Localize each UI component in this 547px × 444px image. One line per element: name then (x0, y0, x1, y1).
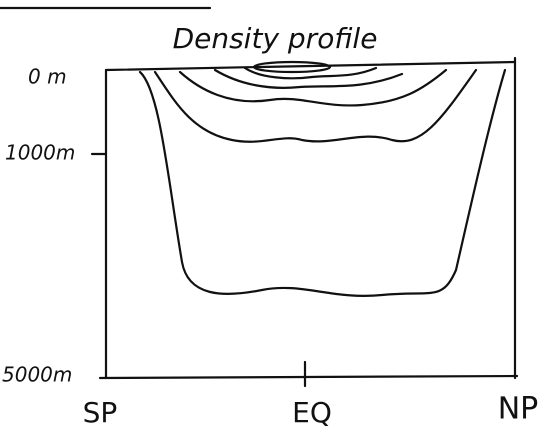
contour-line (138, 68, 507, 297)
contour-line (243, 66, 378, 80)
latitude-label: NP (498, 392, 539, 427)
contour-line (153, 68, 478, 143)
depth-label: 5000m (2, 363, 72, 387)
contour-line (213, 68, 404, 89)
contour-line (178, 68, 448, 107)
frame (90, 56, 519, 388)
frame-top (104, 60, 517, 72)
depth-label: 1000m (5, 141, 75, 165)
latitude-label: EQ (292, 396, 332, 429)
title: Density profile (173, 22, 378, 55)
depth-label: 0 m (28, 65, 67, 89)
frame-bottom (98, 374, 519, 380)
contour-core (252, 60, 332, 74)
latitude-label: SP (83, 396, 118, 429)
contours (138, 60, 507, 297)
